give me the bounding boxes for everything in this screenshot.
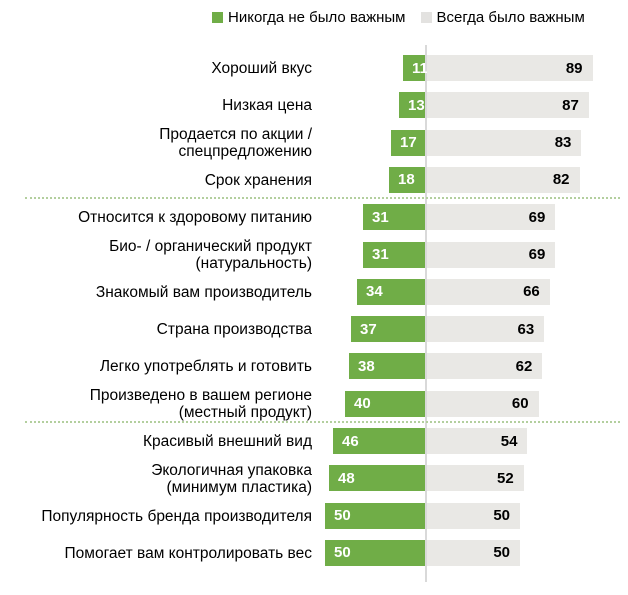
value-label-always-important: 69 — [528, 246, 546, 263]
category-label: Красивый внешний вид — [143, 433, 312, 450]
value-label-always-important: 50 — [493, 507, 510, 525]
legend-swatch-green — [212, 12, 223, 23]
category-label: Популярность бренда производителя — [41, 507, 312, 525]
value-label-never-important: 37 — [360, 320, 377, 338]
bar-segment-always-important: 63 — [427, 316, 545, 343]
value-label-never-important: 31 — [372, 246, 389, 263]
value-label-always-important: 52 — [497, 469, 514, 487]
category-label: Экологичная упаковка (минимум пластика) — [151, 461, 312, 496]
bar-segment-never-important: 17 — [391, 129, 425, 156]
chart-row: Хороший вкус 11 89 — [0, 50, 628, 87]
bar-segment-always-important: 52 — [427, 465, 524, 492]
category-label: Знакомый вам производитель — [95, 283, 312, 301]
legend-item-never-important: Никогда не было важным — [212, 9, 406, 26]
category-label: Продается по акции / спецпредложению — [159, 126, 312, 161]
value-label-never-important: 13 — [408, 96, 425, 114]
value-label-never-important: 50 — [334, 544, 351, 562]
category-label: Био- / органический продукт (натуральнос… — [109, 238, 312, 272]
chart-row: Произведено в вашем регионе (местный про… — [0, 386, 628, 423]
chart-row: Низкая цена 13 87 — [0, 87, 628, 124]
value-label-always-important: 62 — [515, 357, 533, 375]
bar-segment-never-important: 38 — [349, 353, 425, 380]
section-divider — [25, 420, 620, 423]
bar-segment-never-important: 50 — [325, 502, 425, 529]
legend-label-never-important: Никогда не было важным — [228, 9, 406, 26]
bar-segment-always-important: 83 — [427, 129, 582, 156]
value-label-always-important: 63 — [517, 320, 535, 338]
chart-row: Экологичная упаковка (минимум пластика) 4… — [0, 460, 628, 497]
chart-row: Легко употреблять и готовить 38 62 — [0, 348, 628, 385]
bar-segment-always-important: 50 — [427, 539, 520, 566]
bar-segment-always-important: 69 — [427, 241, 556, 268]
value-label-never-important: 17 — [400, 134, 417, 152]
chart-row: Популярность бренда производителя 50 50 — [0, 498, 628, 535]
chart-row: Продается по акции / спецпредложению 17 83 — [0, 125, 628, 162]
value-label-never-important: 46 — [342, 432, 359, 450]
bar-segment-never-important: 48 — [329, 465, 425, 492]
value-label-never-important: 38 — [358, 357, 375, 375]
value-label-always-important: 66 — [523, 283, 540, 301]
value-label-never-important: 48 — [338, 469, 355, 487]
category-label: Низкая цена — [222, 97, 312, 115]
bar-segment-never-important: 37 — [351, 316, 425, 343]
bar-segment-never-important: 31 — [363, 204, 425, 231]
section-divider — [25, 196, 620, 199]
legend-swatch-gray — [420, 12, 432, 23]
value-label-never-important: 11 — [412, 59, 428, 77]
value-label-always-important: 82 — [552, 171, 570, 189]
legend-item-always-important: Всегда было важным — [420, 9, 585, 26]
value-label-always-important: 89 — [565, 59, 583, 77]
value-label-never-important: 34 — [366, 283, 383, 301]
category-label: Страна производства — [156, 321, 312, 339]
value-label-always-important: 69 — [528, 208, 546, 226]
value-label-never-important: 40 — [354, 395, 371, 413]
value-label-always-important: 60 — [511, 395, 529, 413]
bar-segment-always-important: 62 — [427, 353, 543, 380]
bar-segment-never-important: 46 — [333, 428, 425, 454]
chart-row: Относится к здоровому питанию 31 69 — [0, 199, 628, 236]
category-label: Помогает вам контролировать вес — [64, 544, 312, 562]
category-label: Срок хранения — [204, 171, 312, 189]
bar-segment-always-important: 50 — [427, 502, 520, 529]
chart-row: Помогает вам контролировать вес 50 50 — [0, 535, 628, 572]
value-label-always-important: 54 — [500, 432, 518, 450]
value-label-never-important: 50 — [334, 507, 351, 525]
bar-segment-never-important: 50 — [325, 539, 425, 566]
chart-row: Страна производства 37 63 — [0, 311, 628, 348]
bar-segment-always-important: 54 — [427, 428, 528, 454]
bar-segment-always-important: 66 — [427, 278, 550, 305]
value-label-never-important: 18 — [398, 171, 415, 189]
chart-row: Красивый внешний вид 46 54 — [0, 423, 628, 460]
chart-row: Био- / органический продукт (натуральнос… — [0, 237, 628, 274]
bar-segment-never-important: 31 — [363, 241, 425, 268]
bar-segment-never-important: 34 — [357, 278, 425, 305]
bar-segment-always-important: 89 — [427, 55, 593, 81]
value-label-never-important: 31 — [372, 208, 389, 226]
value-label-always-important: 50 — [493, 544, 510, 562]
bar-segment-never-important: 18 — [389, 166, 425, 193]
chart-row: Знакомый вам производитель 34 66 — [0, 274, 628, 311]
legend: Никогда не было важным Всегда было важны… — [212, 9, 585, 26]
bar-segment-never-important: 40 — [345, 390, 425, 417]
category-label: Хороший вкус — [211, 60, 312, 77]
bar-segment-never-important: 11 — [403, 55, 428, 81]
category-label: Относится к здоровому питанию — [78, 209, 312, 227]
bar-segment-always-important: 87 — [427, 92, 589, 119]
chart-row: Срок хранения 18 82 — [0, 162, 628, 199]
bar-segment-never-important: 13 — [399, 92, 425, 119]
legend-label-always-important: Всегда было важным — [436, 9, 585, 26]
bar-segment-always-important: 69 — [427, 204, 556, 231]
category-label: Произведено в вашем регионе (местный про… — [89, 387, 312, 422]
bar-segment-always-important: 60 — [427, 390, 539, 417]
bar-segment-always-important: 82 — [427, 166, 580, 193]
value-label-always-important: 83 — [554, 134, 572, 152]
value-label-always-important: 87 — [562, 96, 579, 114]
category-label: Легко употреблять и готовить — [99, 358, 312, 376]
axis-baseline — [425, 45, 427, 582]
